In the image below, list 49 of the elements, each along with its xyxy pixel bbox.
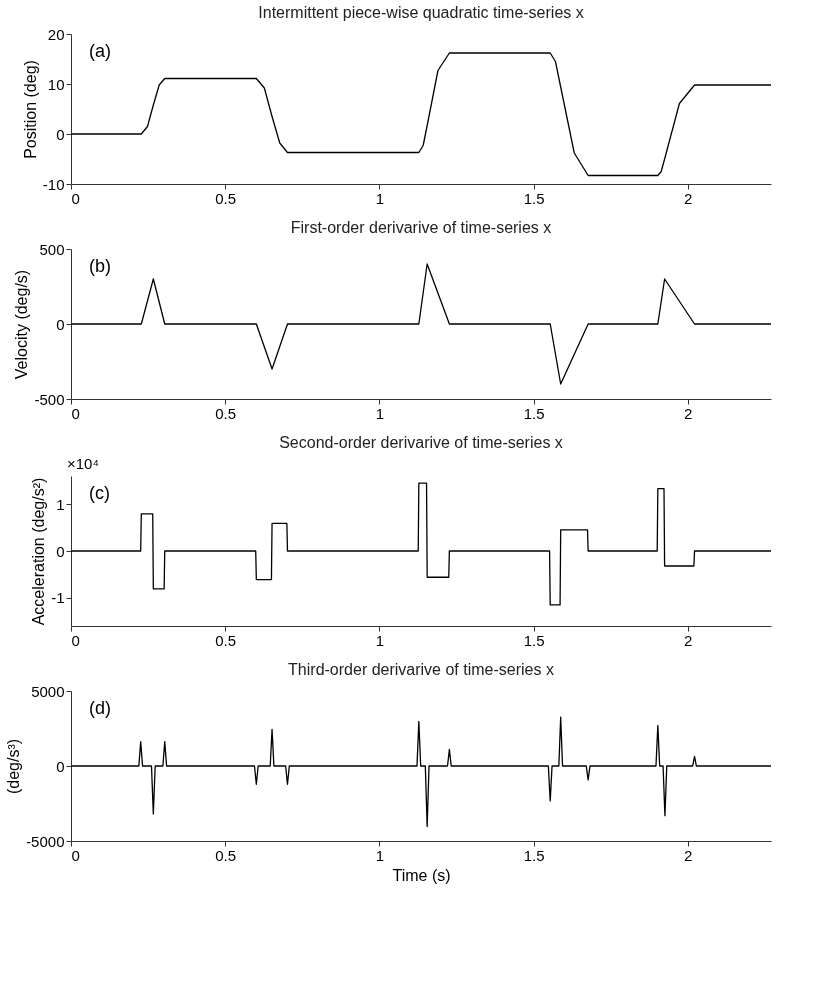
annotation: (b) — [89, 256, 111, 276]
y-tick-label: 0 — [56, 315, 65, 333]
x-tick-label: 1.5 — [523, 404, 545, 422]
x-tick-label: 1 — [375, 404, 385, 422]
y-axis-title: Velocity (deg/s) — [13, 269, 31, 380]
y-tick-label: 1 — [56, 495, 65, 513]
y-tick-label: 20 — [47, 25, 65, 43]
y-tick-label: -5000 — [26, 832, 65, 850]
annotation: (a) — [89, 41, 111, 61]
y-axis-title: Acceleration (deg/s²) — [30, 477, 48, 626]
x-tick-label: 1.5 — [523, 846, 545, 864]
x-tick-label: 0.5 — [215, 189, 237, 207]
chart-title: Intermittent piece-wise quadratic time-series x — [258, 4, 584, 21]
line-series — [71, 482, 771, 606]
line-series — [71, 716, 771, 828]
y-tick-label: 5000 — [31, 682, 65, 700]
annotation: (d) — [89, 698, 111, 718]
chart-title: Third-order derivarive of time-series x — [288, 661, 554, 678]
y-axis-title: (deg/s³) — [5, 738, 23, 795]
x-tick-label: 1.5 — [523, 189, 545, 207]
chart-title: First-order derivarive of time-series x — [290, 219, 552, 236]
x-tick-label: 2 — [684, 631, 693, 649]
x-tick-label: 0.5 — [215, 631, 237, 649]
x-tick-label: 1 — [375, 189, 385, 207]
x-tick-label: 2 — [684, 846, 693, 864]
y-tick-label: 0 — [56, 125, 65, 143]
x-tick-label: 0 — [71, 404, 80, 422]
x-tick-label: 0.5 — [215, 846, 237, 864]
y-tick-label: 10 — [47, 75, 65, 93]
y-tick-label: -10 — [42, 175, 65, 193]
x-tick-label: 0 — [71, 846, 80, 864]
text: ×10⁴ — [67, 455, 99, 472]
x-tick-label: 0.5 — [215, 404, 237, 422]
x-tick-label: 2 — [684, 404, 693, 422]
chart-title: Second-order derivarive of time-series x — [279, 434, 563, 451]
annotation: (c) — [89, 483, 110, 503]
x-tick-label: 1.5 — [523, 631, 545, 649]
y-tick-label: 500 — [39, 240, 65, 258]
x-tick-label: 0 — [71, 189, 80, 207]
y-tick-label: 0 — [56, 757, 65, 775]
y-tick-label: -500 — [34, 390, 65, 408]
x-tick-label: 2 — [684, 189, 693, 207]
y-tick-label: 0 — [56, 542, 65, 560]
y-axis-title: Position (deg) — [21, 60, 39, 159]
x-tick-label: 1 — [375, 631, 385, 649]
x-tick-label: 0 — [71, 631, 80, 649]
x-axis-title: Time (s) — [392, 866, 451, 884]
y-tick-label: -1 — [51, 589, 65, 607]
x-tick-label: 1 — [375, 846, 385, 864]
